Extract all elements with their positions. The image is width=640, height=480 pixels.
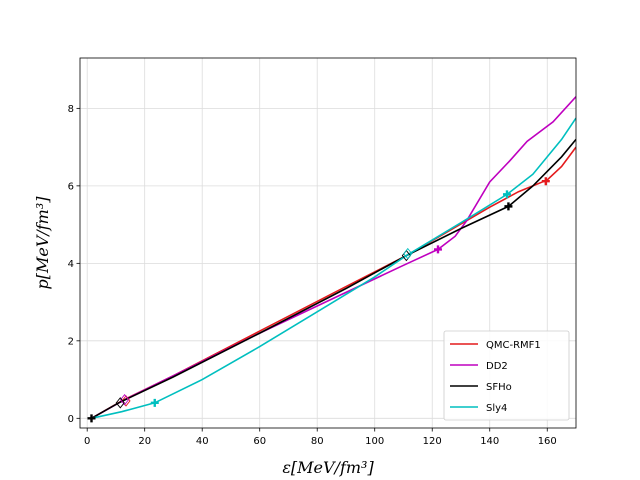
- y-tick-label: 2: [68, 336, 74, 347]
- y-tick-label: 0: [68, 414, 74, 425]
- y-tick-label: 6: [68, 181, 74, 192]
- plus-marker-sly4: [502, 190, 511, 199]
- x-tick-label: 160: [538, 436, 557, 447]
- diamond-marker-sly4: [403, 247, 413, 260]
- y-tick-label: 8: [68, 104, 74, 115]
- x-tick-label: 120: [423, 436, 442, 447]
- legend-label-sly4: Sly4: [486, 403, 507, 414]
- legend: QMC-RMF1 DD2 SFHo Sly4: [443, 330, 570, 421]
- x-tick-label: 40: [196, 436, 209, 447]
- x-axis-label: ε[MeV/fm³]: [282, 458, 374, 477]
- plus-marker-qmc-rmf1: [541, 177, 550, 186]
- x-tick-label: 20: [138, 436, 151, 447]
- x-tick-label: 60: [253, 436, 266, 447]
- legend-label-qmc-rmf1: QMC-RMF1: [486, 340, 541, 351]
- y-tick-label: 4: [68, 259, 74, 270]
- x-tick-label: 80: [311, 436, 324, 447]
- legend-box: [443, 330, 570, 421]
- plot-frame: [79, 57, 577, 429]
- y-axis-label: p[MeV/fm³]: [33, 196, 52, 290]
- x-tick-label: 140: [480, 436, 499, 447]
- plus-marker-sly4: [150, 398, 159, 407]
- markers-group: [87, 177, 550, 423]
- plus-marker-sfho: [504, 202, 513, 211]
- series-line-dd2: [91, 96, 576, 419]
- plus-marker-sfho: [87, 414, 96, 423]
- diamond-marker-dd2: [119, 393, 130, 406]
- legend-label-dd2: DD2: [486, 361, 508, 372]
- diamond-marker-sfho: [115, 397, 125, 409]
- plus-marker-dd2: [433, 245, 442, 254]
- x-tick-label: 0: [84, 436, 90, 447]
- x-tick-label: 100: [365, 436, 384, 447]
- ticks-group: 0 20 40 60 80 100 120 140 160 0 2 4 6 8: [68, 104, 557, 447]
- legend-label-sfho: SFHo: [486, 382, 512, 393]
